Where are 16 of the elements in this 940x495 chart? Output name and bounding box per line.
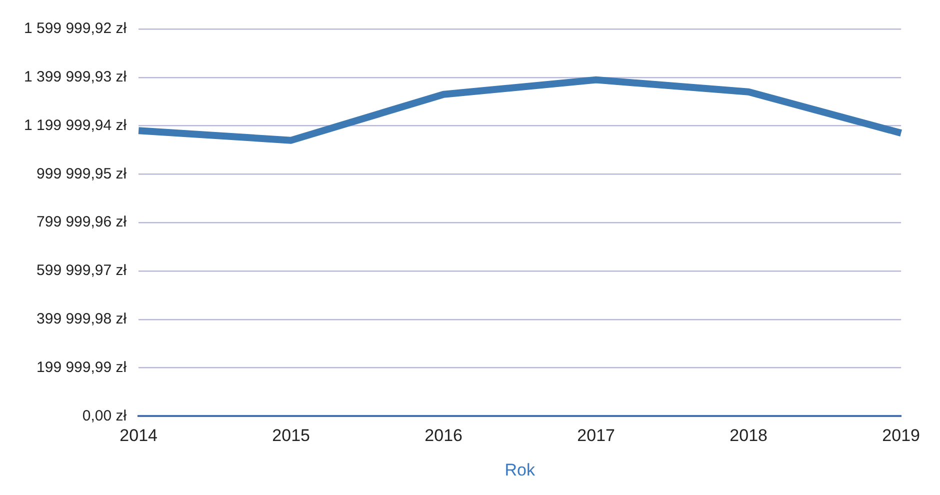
y-tick-label: 799 999,96 zł bbox=[36, 214, 128, 231]
y-tick-label: 1 599 999,92 zł bbox=[24, 20, 128, 38]
y-tick-label: 0,00 zł bbox=[82, 407, 128, 424]
x-tick-label: 2015 bbox=[272, 426, 310, 446]
x-tick-label: 2017 bbox=[577, 426, 615, 446]
y-tick-label: 399 999,98 zł bbox=[36, 310, 128, 328]
y-tick-label: 1 399 999,93 zł bbox=[24, 68, 128, 86]
y-tick-label: 599 999,97 zł bbox=[36, 262, 128, 280]
x-tick-label: 2019 bbox=[882, 426, 920, 446]
y-tick-label: 199 999,99 zł bbox=[36, 358, 128, 376]
x-axis-title: Rok bbox=[504, 460, 536, 480]
x-tick-label: 2014 bbox=[120, 426, 158, 446]
y-tick-label: 1 199 999,94 zł bbox=[24, 116, 128, 134]
y-tick-label: 999 999,95 zł bbox=[36, 165, 128, 182]
x-tick-label: 2018 bbox=[730, 426, 768, 446]
x-tick-label: 2016 bbox=[424, 426, 462, 446]
